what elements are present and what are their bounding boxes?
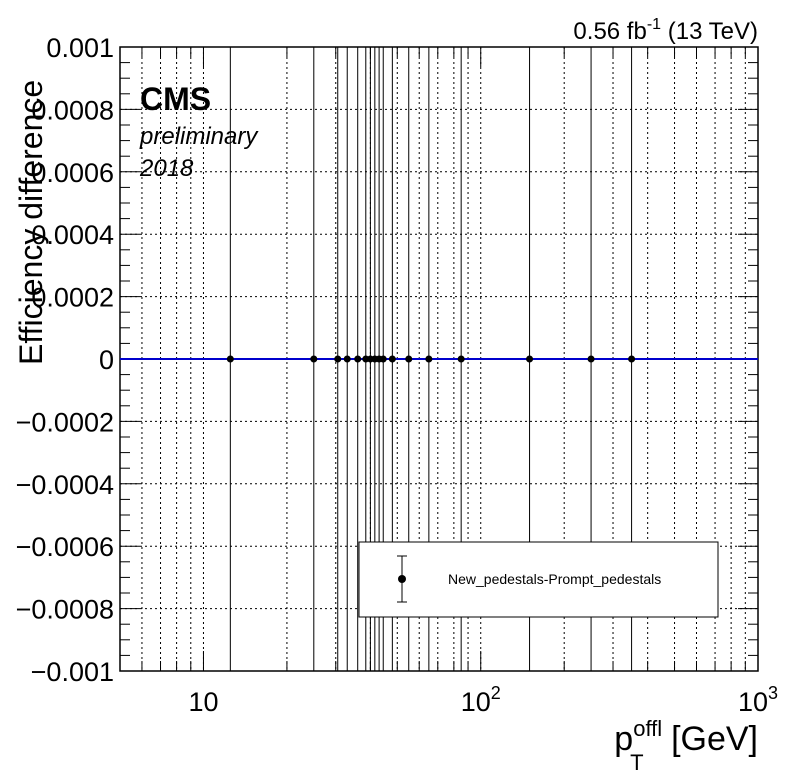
data-point: [457, 355, 465, 363]
cms-preliminary: preliminary: [139, 123, 259, 150]
y-tick-label: −0.0002: [16, 407, 114, 437]
data-point: [405, 355, 413, 363]
y-tick-label: 0.0004: [31, 220, 114, 250]
cms-title: CMS: [140, 81, 211, 117]
minor-ticks: [119, 46, 759, 672]
y-tick-label: 0.0008: [31, 95, 114, 125]
y-tick-label: 0.0002: [31, 283, 114, 313]
y-tick-label: −0.0004: [16, 470, 114, 500]
y-tick-labels: 0.001 0.0008 0.0006 0.0004 0.0002 0 −0.0002 −0.…: [16, 33, 114, 687]
data-point: [226, 355, 234, 363]
data-point: [628, 355, 636, 363]
x-axis-label: poffl T [GeV]: [614, 716, 758, 773]
x-tick-label: 103: [738, 683, 778, 717]
data-point: [425, 355, 433, 363]
data-point: [343, 355, 351, 363]
data-point: [379, 355, 387, 363]
x-tick-label: 102: [461, 683, 501, 717]
y-tick-label: 0: [99, 345, 114, 375]
luminosity-label: 0.56 fb-1 (13 TeV): [573, 16, 758, 45]
data-point: [587, 355, 595, 363]
y-axis-label: Efficiency difference: [13, 80, 49, 365]
data-point: [526, 355, 534, 363]
data-point: [354, 355, 362, 363]
cms-year: 2018: [139, 155, 194, 182]
y-tick-label: 0.0006: [31, 158, 114, 188]
y-tick-label: −0.0006: [16, 532, 114, 562]
data-point: [310, 355, 318, 363]
data-point: [334, 355, 342, 363]
x-tick-labels: 10 102 103: [188, 683, 778, 717]
y-tick-label: −0.001: [31, 657, 114, 687]
legend: New_pedestals-Prompt_pedestals: [358, 541, 719, 618]
legend-box: [358, 541, 719, 618]
legend-entry-label: New_pedestals-Prompt_pedestals: [448, 571, 661, 587]
data-point: [388, 355, 396, 363]
y-tick-label: 0.001: [46, 33, 114, 63]
y-tick-label: −0.0008: [16, 595, 114, 625]
legend-marker: [398, 575, 406, 583]
x-tick-label: 10: [188, 687, 218, 717]
data-points: [226, 355, 636, 363]
